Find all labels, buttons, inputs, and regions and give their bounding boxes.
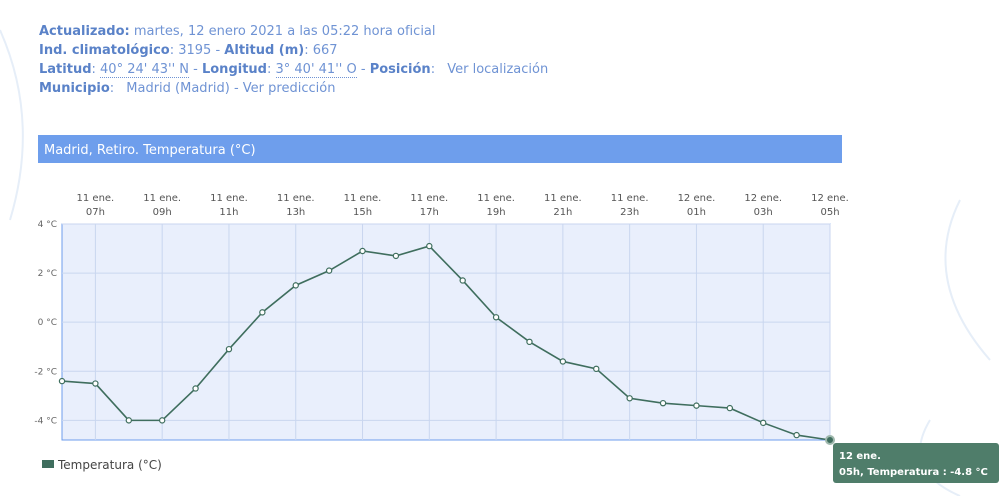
x-tick-hour: 09h: [153, 207, 172, 218]
info-text: Actualizado:: [39, 24, 130, 39]
point: [559, 358, 567, 365]
x-tick-hour: 23h: [620, 207, 639, 218]
point: [693, 402, 700, 409]
legend-swatch: [42, 460, 54, 468]
x-tick-hour: 07h: [86, 207, 105, 218]
station-info: Actualizado: martes, 12 enero 2021 a las…: [39, 22, 548, 98]
plot-area: [61, 223, 831, 441]
y-tick-label: 4 °C: [38, 220, 57, 230]
info-text: :: [109, 81, 119, 96]
info-text: :: [430, 62, 440, 77]
info-text: Altitud (m): [224, 43, 305, 58]
info-text: Municipio: [39, 81, 110, 96]
point: [793, 431, 800, 439]
tooltip-title: 12 ene.: [839, 451, 881, 462]
x-tick-date: 12 ene.: [744, 193, 782, 204]
x-tick-hour: 05h: [820, 207, 839, 218]
info-text: : 3195 -: [169, 43, 225, 58]
x-tick-date: 11 ene.: [477, 193, 515, 204]
x-tick-hour: 13h: [286, 207, 305, 218]
point: [58, 377, 66, 385]
info-text: :: [91, 62, 101, 77]
x-tick-hour: 01h: [687, 207, 706, 218]
x-tick-date: 11 ene.: [143, 193, 181, 204]
info-text: :: [266, 62, 276, 77]
point: [192, 385, 199, 392]
info-line: Actualizado: martes, 12 enero 2021 a las…: [39, 22, 548, 41]
point: [760, 419, 767, 427]
y-tick-label: -4 °C: [34, 416, 57, 426]
y-tick-label: -2 °C: [34, 367, 57, 377]
info-text: : 667: [304, 43, 338, 58]
x-tick-hour: 03h: [754, 207, 773, 218]
x-tick-hour: 17h: [420, 207, 439, 218]
x-tick-date: 11 ene.: [210, 193, 248, 204]
tooltip-box: [833, 443, 999, 483]
point: [526, 338, 533, 346]
legend-label: Temperatura (°C): [57, 458, 162, 472]
info-line: Municipio: Madrid (Madrid) - Ver predicc…: [39, 79, 548, 98]
info-text: Ind. climatológico: [39, 43, 170, 58]
info-text: martes, 12 enero 2021 a las 05:22 hora o…: [129, 24, 436, 39]
y-tick-label: 0 °C: [38, 318, 57, 328]
tooltip-text: 05h, Temperatura : -4.8 °C: [839, 467, 988, 478]
x-tick-date: 11 ene.: [77, 193, 115, 204]
point: [125, 417, 132, 424]
x-tick-date: 12 ene.: [811, 193, 849, 204]
point: [325, 267, 333, 274]
point: [225, 345, 233, 353]
x-tick-hour: 15h: [353, 207, 372, 218]
point: [825, 435, 835, 445]
info-text: Posición: [369, 62, 431, 77]
chart-title-bar: [38, 135, 842, 163]
point: [726, 404, 734, 412]
info-text: Longitud: [201, 62, 267, 77]
x-tick-date: 12 ene.: [678, 193, 716, 204]
point: [459, 277, 466, 284]
x-tick-date: 11 ene.: [277, 193, 315, 204]
info-text: Latitud: [39, 62, 92, 77]
x-tick-hour: 11h: [219, 207, 238, 218]
point: [626, 395, 633, 402]
info-text: -: [356, 62, 370, 77]
point: [92, 380, 99, 387]
info-text: 3° 40' 41'' O: [275, 62, 357, 78]
link[interactable]: Ver localización: [447, 62, 549, 77]
point: [492, 314, 500, 321]
point: [426, 242, 433, 250]
point: [259, 309, 266, 316]
y-tick-label: 2 °C: [38, 269, 57, 279]
series-line: [61, 245, 831, 441]
link[interactable]: Madrid (Madrid) - Ver predicción: [126, 81, 336, 96]
point: [292, 282, 299, 289]
point: [659, 399, 667, 407]
chart-title: Madrid, Retiro. Temperatura (°C): [44, 143, 256, 158]
point: [359, 247, 366, 255]
x-tick-date: 11 ene.: [410, 193, 448, 204]
info-line: Latitud: 40° 24' 43'' N - Longitud: 3° 4…: [39, 60, 548, 79]
x-tick-hour: 19h: [487, 207, 506, 218]
point: [392, 252, 400, 260]
point: [593, 365, 600, 373]
info-line: Ind. climatológico: 3195 - Altitud (m): …: [39, 41, 548, 60]
x-tick-date: 11 ene.: [344, 193, 382, 204]
info-text: -: [189, 62, 202, 77]
info-text: 40° 24' 43'' N: [100, 62, 189, 78]
point: [158, 417, 166, 424]
x-tick-hour: 21h: [553, 207, 572, 218]
x-tick-date: 11 ene.: [544, 193, 582, 204]
x-tick-date: 11 ene.: [611, 193, 649, 204]
